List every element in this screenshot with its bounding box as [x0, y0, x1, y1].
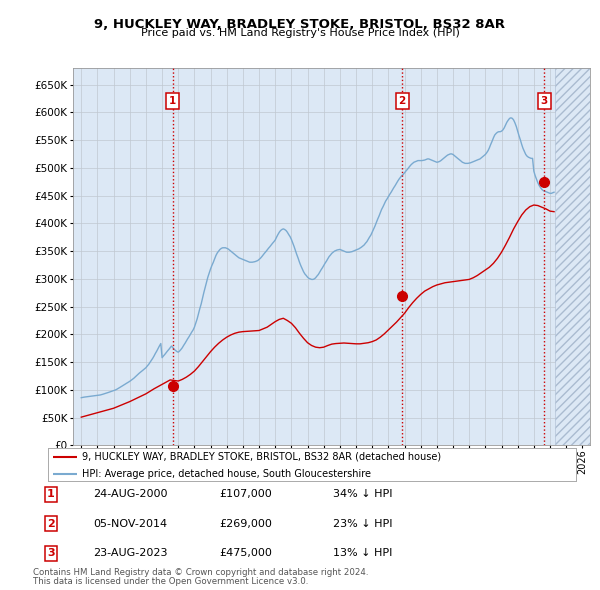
Text: 23-AUG-2023: 23-AUG-2023 — [93, 549, 167, 558]
Text: 1: 1 — [47, 490, 55, 499]
Text: This data is licensed under the Open Government Licence v3.0.: This data is licensed under the Open Gov… — [33, 577, 308, 586]
Text: £107,000: £107,000 — [219, 490, 272, 499]
Text: 9, HUCKLEY WAY, BRADLEY STOKE, BRISTOL, BS32 8AR: 9, HUCKLEY WAY, BRADLEY STOKE, BRISTOL, … — [95, 18, 505, 31]
Text: £475,000: £475,000 — [219, 549, 272, 558]
Bar — [555, 68, 590, 445]
Text: 3: 3 — [47, 549, 55, 558]
Text: 3: 3 — [541, 96, 548, 106]
Text: 2: 2 — [398, 96, 406, 106]
Text: Price paid vs. HM Land Registry's House Price Index (HPI): Price paid vs. HM Land Registry's House … — [140, 28, 460, 38]
Text: £269,000: £269,000 — [219, 519, 272, 529]
Text: HPI: Average price, detached house, South Gloucestershire: HPI: Average price, detached house, Sout… — [82, 468, 371, 478]
Text: Contains HM Land Registry data © Crown copyright and database right 2024.: Contains HM Land Registry data © Crown c… — [33, 568, 368, 577]
Text: 34% ↓ HPI: 34% ↓ HPI — [333, 490, 392, 499]
Text: 23% ↓ HPI: 23% ↓ HPI — [333, 519, 392, 529]
Text: 1: 1 — [169, 96, 176, 106]
Text: 24-AUG-2000: 24-AUG-2000 — [93, 490, 167, 499]
Text: 13% ↓ HPI: 13% ↓ HPI — [333, 549, 392, 558]
Text: 2: 2 — [47, 519, 55, 529]
Text: 9, HUCKLEY WAY, BRADLEY STOKE, BRISTOL, BS32 8AR (detached house): 9, HUCKLEY WAY, BRADLEY STOKE, BRISTOL, … — [82, 451, 442, 461]
Text: 05-NOV-2014: 05-NOV-2014 — [93, 519, 167, 529]
